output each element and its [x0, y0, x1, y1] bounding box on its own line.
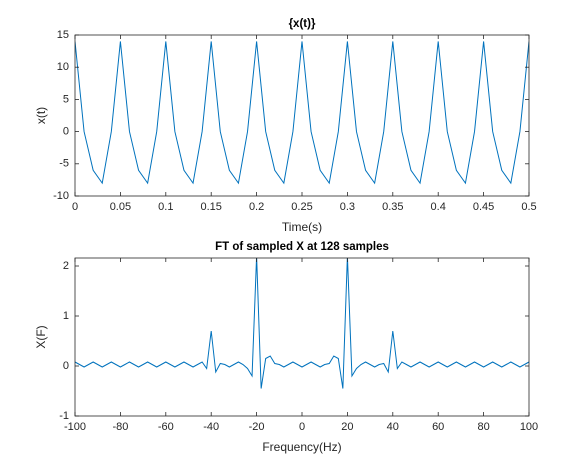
x-tick-label: 100: [520, 421, 538, 433]
chart-title: FT of sampled X at 128 samples: [215, 241, 389, 253]
x-tick-label: 80: [477, 421, 489, 433]
y-tick-label: 2: [63, 260, 69, 272]
x-tick-label: 0.25: [291, 201, 312, 213]
y-axis-label: X(F): [34, 325, 48, 348]
data-line: [75, 258, 529, 389]
x-tick-label: -20: [249, 421, 265, 433]
plot-area: [75, 258, 529, 416]
x-tick-label: 0.35: [382, 201, 403, 213]
x-tick-label: 0.4: [431, 201, 446, 213]
y-tick-label: 15: [57, 29, 69, 41]
y-tick-label: 1: [63, 310, 69, 322]
x-tick-label: 0.3: [340, 201, 355, 213]
x-axis-label: Frequency(Hz): [262, 440, 341, 454]
x-tick-label: 0.45: [473, 201, 494, 213]
y-tick-label: -5: [59, 158, 69, 170]
x-tick-label: 40: [387, 421, 399, 433]
x-tick-label: 0: [299, 421, 305, 433]
x-tick-label: 0.05: [110, 201, 131, 213]
y-tick-label: 10: [57, 61, 69, 73]
x-tick-label: -60: [158, 421, 174, 433]
x-tick-label: -100: [64, 421, 86, 433]
y-tick-label: -10: [53, 190, 69, 202]
data-line: [75, 41, 529, 185]
x-tick-label: 0.2: [249, 201, 264, 213]
chart-title: {x(t)}: [289, 18, 316, 30]
x-tick-label: -40: [203, 421, 219, 433]
plot-lines: [75, 41, 529, 185]
x-tick-label: 0.1: [158, 201, 173, 213]
x-tick-label: 0: [72, 201, 78, 213]
x-tick-label: 0.5: [521, 201, 536, 213]
y-tick-label: 5: [63, 93, 69, 105]
x-tick-label: 60: [432, 421, 444, 433]
x-tick-label: 0.15: [200, 201, 221, 213]
y-tick-label: 0: [63, 360, 69, 372]
plot-area: [75, 35, 529, 196]
x-tick-label: -80: [112, 421, 128, 433]
x-axis-label: Time(s): [282, 220, 322, 234]
x-tick-label: 20: [341, 421, 353, 433]
y-tick-label: 0: [63, 126, 69, 138]
plot-lines: [75, 258, 529, 389]
y-axis-label: x(t): [34, 107, 48, 124]
y-tick-label: -1: [59, 410, 69, 422]
